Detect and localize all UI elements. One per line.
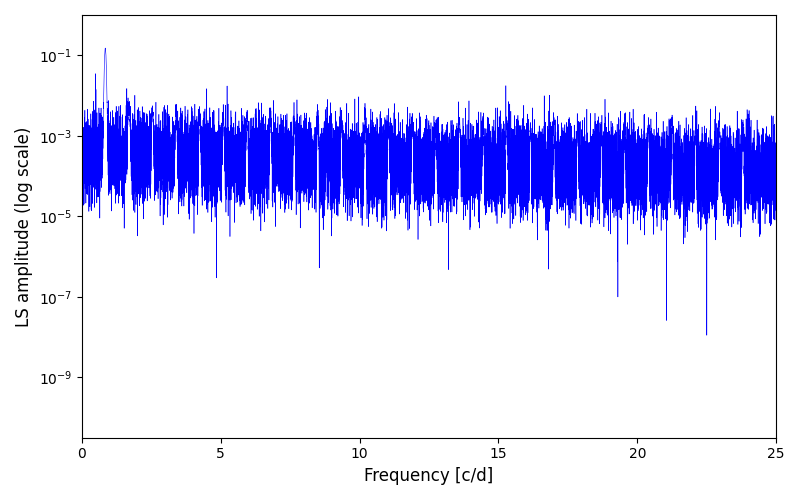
Y-axis label: LS amplitude (log scale): LS amplitude (log scale) bbox=[15, 126, 33, 326]
X-axis label: Frequency [c/d]: Frequency [c/d] bbox=[364, 467, 494, 485]
